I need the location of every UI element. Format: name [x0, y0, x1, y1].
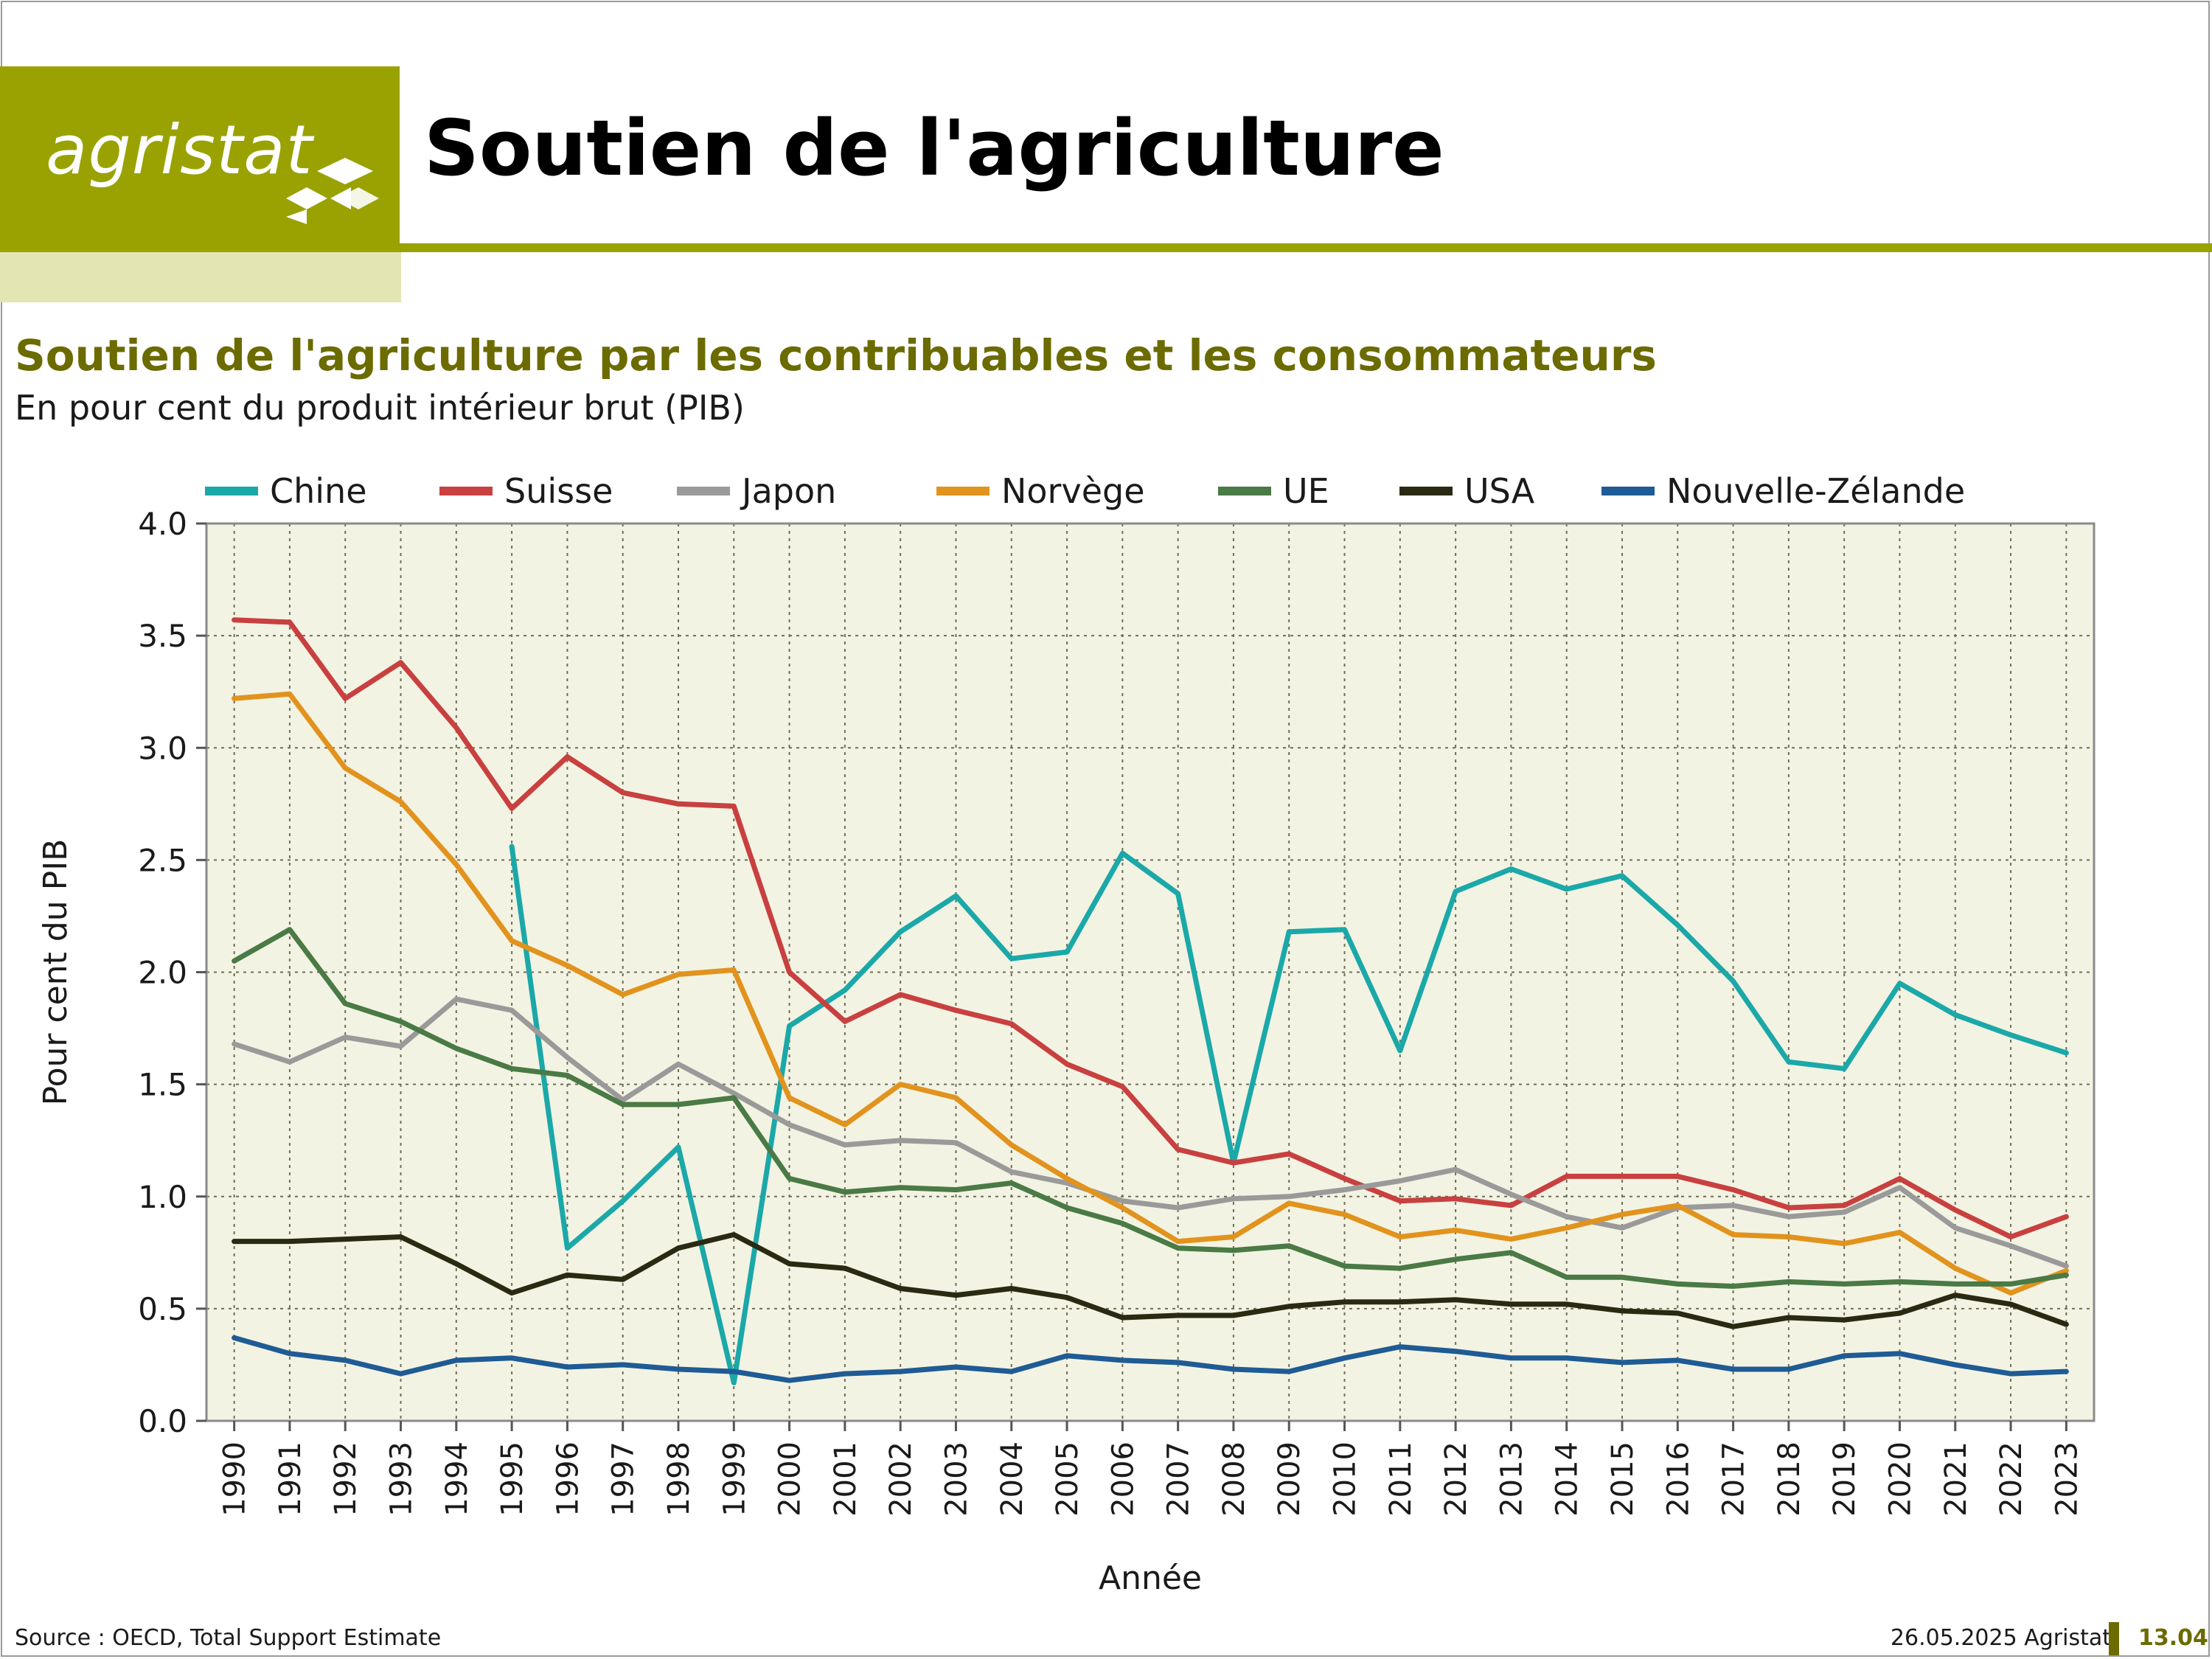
y-tick-label: 1.0	[138, 1179, 187, 1215]
x-tick-label: 2020	[1883, 1441, 1917, 1517]
series-line-ue	[232, 927, 2069, 1289]
series-line-norv-ge	[232, 691, 2069, 1296]
logo-diamonds-icon	[286, 158, 379, 224]
page-title: Soutien de l'agriculture	[424, 103, 1444, 193]
x-tick-label: 1996	[551, 1441, 585, 1517]
x-tick-label: 1995	[495, 1441, 529, 1517]
x-tick-label: 1994	[440, 1441, 474, 1517]
x-tick-label: 2016	[1661, 1441, 1695, 1517]
footer-date: 26.05.2025 Agristat	[1890, 1625, 2111, 1651]
chart-subtitle: En pour cent du produit intérieur brut (…	[15, 388, 745, 428]
x-tick-label: 2006	[1106, 1441, 1140, 1517]
logo-text: agristat	[46, 111, 313, 189]
x-tick-label: 1991	[274, 1441, 307, 1517]
y-tick-label: 4.0	[138, 506, 187, 542]
x-tick-label: 2013	[1495, 1441, 1528, 1517]
chart-title: Soutien de l'agriculture par les contrib…	[15, 330, 1657, 380]
y-tick-label: 0.0	[138, 1403, 187, 1439]
y-axis-title: Pour cent du PIB	[37, 839, 74, 1106]
y-tick-label: 3.5	[138, 618, 187, 654]
legend-label: UE	[1283, 471, 1329, 511]
y-tick-label: 3.0	[138, 730, 187, 766]
x-axis-title: Année	[1099, 1559, 1202, 1597]
series-line-japon	[232, 996, 2069, 1269]
y-tick-label: 1.5	[138, 1067, 187, 1103]
y-tick-label: 2.5	[138, 842, 187, 878]
series-line-usa	[232, 1232, 2069, 1329]
x-tick-label: 2010	[1329, 1441, 1363, 1517]
x-tick-label: 2015	[1606, 1441, 1640, 1517]
x-tick-label: 1992	[329, 1441, 363, 1517]
series-line-nouvelle-z-lande	[232, 1335, 2069, 1383]
series-line-suisse	[232, 617, 2069, 1239]
header-rule	[400, 243, 2212, 252]
x-tick-label: 2009	[1273, 1441, 1307, 1517]
x-tick-label: 2004	[995, 1441, 1029, 1517]
x-tick-label: 1993	[385, 1441, 419, 1517]
x-tick-label: 2002	[884, 1441, 918, 1517]
x-tick-label: 2018	[1773, 1441, 1806, 1517]
series-line-chine	[509, 844, 2069, 1385]
x-tick-label: 2003	[939, 1441, 973, 1517]
y-tick-label: 0.5	[138, 1291, 187, 1327]
legend-label: Chine	[270, 471, 367, 511]
x-tick-label: 2023	[2050, 1441, 2084, 1517]
logo-shade-band	[0, 252, 401, 302]
x-tick-label: 2007	[1162, 1441, 1196, 1517]
x-tick-label: 2008	[1217, 1441, 1251, 1517]
x-tick-label: 2017	[1717, 1441, 1751, 1517]
x-tick-label: 2005	[1051, 1441, 1085, 1517]
legend-label: Suisse	[504, 471, 613, 511]
x-tick-label: 1997	[607, 1441, 641, 1517]
footer-accent-bar	[2109, 1622, 2119, 1655]
x-tick-label: 2021	[1939, 1441, 1973, 1517]
x-tick-label: 2012	[1439, 1441, 1473, 1517]
footer-page-number: 13.04	[2138, 1625, 2208, 1651]
agristat-logo	[0, 66, 400, 252]
x-tick-label: 2000	[773, 1441, 807, 1517]
legend-label: Japon	[740, 471, 836, 511]
x-tick-label: 2019	[1828, 1441, 1862, 1517]
x-tick-label: 1999	[717, 1441, 751, 1517]
x-tick-label: 1998	[662, 1441, 696, 1517]
y-tick-label: 2.0	[138, 955, 187, 991]
legend-label: Norvège	[1001, 471, 1145, 511]
legend-label: USA	[1464, 471, 1535, 511]
x-tick-label: 2014	[1551, 1441, 1585, 1517]
x-tick-label: 2011	[1384, 1441, 1418, 1517]
footer-source: Source : OECD, Total Support Estimate	[15, 1625, 442, 1651]
x-tick-label: 2001	[829, 1441, 863, 1517]
legend-label: Nouvelle-Zélande	[1666, 471, 1965, 511]
x-tick-label: 2022	[1994, 1441, 2028, 1517]
x-tick-label: 1990	[218, 1441, 252, 1517]
